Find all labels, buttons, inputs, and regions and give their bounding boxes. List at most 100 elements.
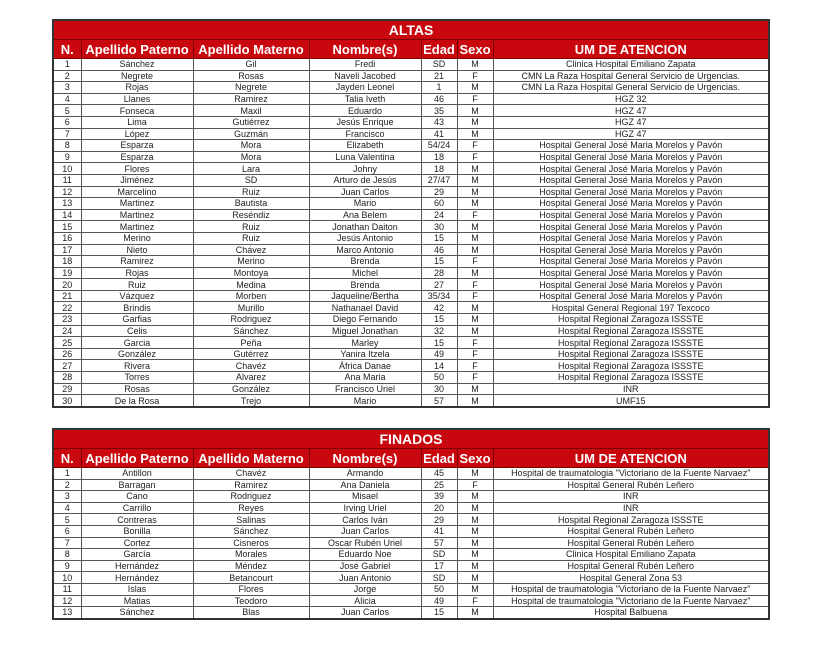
cell-nombre: Arturo de Jesús: [308, 173, 422, 187]
cell-apellido-materno: Reyes: [192, 501, 310, 515]
cell-edad: 18: [420, 150, 458, 164]
cell-apellido-materno: Ramirez: [192, 92, 310, 106]
table-row: 27 Rivera Chavéz África Danae 14 F Hospital Re…: [52, 359, 770, 373]
cell-sexo: F: [456, 336, 494, 349]
cell-sexo: M: [456, 324, 494, 338]
cell-apellido-materno: Morales: [192, 548, 310, 561]
cell-number: 9: [52, 150, 82, 164]
cell-apellido-materno: Ruiz: [192, 220, 310, 233]
cell-sexo: M: [456, 513, 494, 526]
table-row: 6 Lima Gutiérrez Jesús Enrique 43 M HGZ 47: [52, 115, 770, 129]
cell-number: 17: [52, 243, 82, 257]
cell-number: 13: [52, 606, 82, 620]
column-header-edad: Edad: [420, 39, 458, 59]
column-header-number: N.: [52, 448, 82, 468]
column-header-sexo: Sexo: [456, 448, 494, 468]
cell-edad: 35/34: [420, 289, 458, 303]
cell-number: 2: [52, 69, 82, 83]
column-header-edad: Edad: [420, 448, 458, 468]
cell-sexo: M: [456, 197, 494, 210]
cell-number: 10: [52, 162, 82, 175]
cell-number: 20: [52, 278, 82, 291]
cell-edad: 30: [420, 382, 458, 396]
cell-um-de-atencion: Hospital General José Maria Morelos y Pa…: [492, 231, 770, 245]
cell-um-de-atencion: CMN La Raza Hospital General Servicio de…: [492, 81, 770, 94]
cell-sexo: F: [456, 150, 494, 164]
cell-sexo: M: [456, 162, 494, 175]
table-row: 19 Rojas Montoya Michel 28 M Hospital General …: [52, 266, 770, 280]
cell-nombre: Jaqueline/Bertha: [308, 289, 422, 303]
cell-um-de-atencion: Hospital General José Maria Morelos y Pa…: [492, 255, 770, 268]
cell-apellido-paterno: Martinez: [80, 208, 194, 222]
cell-nombre: Brenda: [308, 278, 422, 291]
cell-nombre: Jorge: [308, 582, 422, 596]
cell-sexo: F: [456, 69, 494, 83]
cell-apellido-paterno: Rojas: [80, 81, 194, 94]
cell-edad: 46: [420, 243, 458, 257]
cell-sexo: F: [456, 478, 494, 492]
cell-nombre: Jesús Enrique: [308, 115, 422, 129]
cell-edad: 15: [420, 606, 458, 620]
cell-nombre: Eduardo Noe: [308, 548, 422, 561]
cell-number: 9: [52, 559, 82, 573]
cell-number: 3: [52, 81, 82, 94]
cell-nombre: Jonathan Daiton: [308, 220, 422, 233]
cell-um-de-atencion: Hospital Regional Zaragoza ISSSTE: [492, 347, 770, 361]
cell-apellido-materno: Rodriguez: [192, 490, 310, 503]
cell-apellido-paterno: Bonilla: [80, 524, 194, 538]
cell-nombre: Diego Fernando: [308, 313, 422, 326]
cell-um-de-atencion: Clinica Hospital Emiliano Zapata: [492, 58, 770, 71]
header-row: N. Apellido Paterno Apellido Materno Nombre…: [52, 448, 770, 468]
cell-apellido-materno: Gutérrez: [192, 347, 310, 361]
cell-apellido-paterno: Ruiz: [80, 278, 194, 291]
cell-nombre: Miguel Jonathan: [308, 324, 422, 338]
cell-nombre: Ana Belem: [308, 208, 422, 222]
cell-nombre: Francisco: [308, 127, 422, 141]
cell-nombre: Eduardo: [308, 104, 422, 117]
cell-nombre: Elizabeth: [308, 139, 422, 152]
cell-apellido-materno: Rodriguez: [192, 313, 310, 326]
cell-apellido-paterno: Contreras: [80, 513, 194, 526]
cell-nombre: Carlos Iván: [308, 513, 422, 526]
cell-um-de-atencion: Hospital General José Maria Morelos y Pa…: [492, 150, 770, 164]
table-row: 20 Ruiz Medina Brenda 27 F Hospital General Jo…: [52, 278, 770, 291]
cell-um-de-atencion: Hospital General Rubén Leñero: [492, 559, 770, 573]
table-row: 9 Hernández Méndez José Gabriel 17 M Hospital …: [52, 559, 770, 573]
cell-edad: 15: [420, 255, 458, 268]
cell-apellido-materno: Reséndiz: [192, 208, 310, 222]
cell-nombre: Juan Carlos: [308, 185, 422, 199]
cell-edad: 24: [420, 208, 458, 222]
table-row: 15 Martinez Ruiz Jonathan Daiton 30 M Hospital…: [52, 220, 770, 233]
cell-nombre: Talia Iveth: [308, 92, 422, 106]
cell-apellido-materno: Mora: [192, 139, 310, 152]
cell-um-de-atencion: CMN La Raza Hospital General Servicio de…: [492, 69, 770, 83]
cell-edad: 20: [420, 501, 458, 515]
cell-number: 7: [52, 127, 82, 141]
cell-apellido-paterno: Islas: [80, 582, 194, 596]
cell-nombre: Marco Antonio: [308, 243, 422, 257]
cell-sexo: M: [456, 231, 494, 245]
cell-apellido-materno: Flores: [192, 582, 310, 596]
column-header-apellido-materno: Apellido Materno: [192, 39, 310, 59]
cell-apellido-paterno: Lima: [80, 115, 194, 129]
cell-um-de-atencion: HGZ 47: [492, 115, 770, 129]
cell-sexo: F: [456, 92, 494, 106]
cell-um-de-atencion: Hospital General José Maria Morelos y Pa…: [492, 266, 770, 280]
cell-apellido-materno: Méndez: [192, 559, 310, 573]
table-row: 7 Cortez Cisneros Oscar Rubén Uriel 57 M Hospi…: [52, 536, 770, 550]
cell-edad: 46: [420, 92, 458, 106]
table-row: 17 Nieto Chávez Marco Antonio 46 M Hospital Ge…: [52, 243, 770, 257]
cell-um-de-atencion: Hospital General Zona 53: [492, 571, 770, 584]
cell-nombre: Ana Maria: [308, 371, 422, 384]
cell-apellido-paterno: González: [80, 347, 194, 361]
cell-edad: 15: [420, 313, 458, 326]
cell-apellido-paterno: Hernández: [80, 571, 194, 584]
cell-edad: 57: [420, 394, 458, 408]
cell-apellido-materno: Montoya: [192, 266, 310, 280]
cell-number: 21: [52, 289, 82, 303]
cell-apellido-materno: Ruiz: [192, 185, 310, 199]
column-header-apellido-materno: Apellido Materno: [192, 448, 310, 468]
table-row: 2 Barragan Ramirez Ana Daniela 25 F Hospital G…: [52, 478, 770, 492]
cell-sexo: M: [456, 81, 494, 94]
cell-um-de-atencion: Hospital General José Maria Morelos y Pa…: [492, 220, 770, 233]
